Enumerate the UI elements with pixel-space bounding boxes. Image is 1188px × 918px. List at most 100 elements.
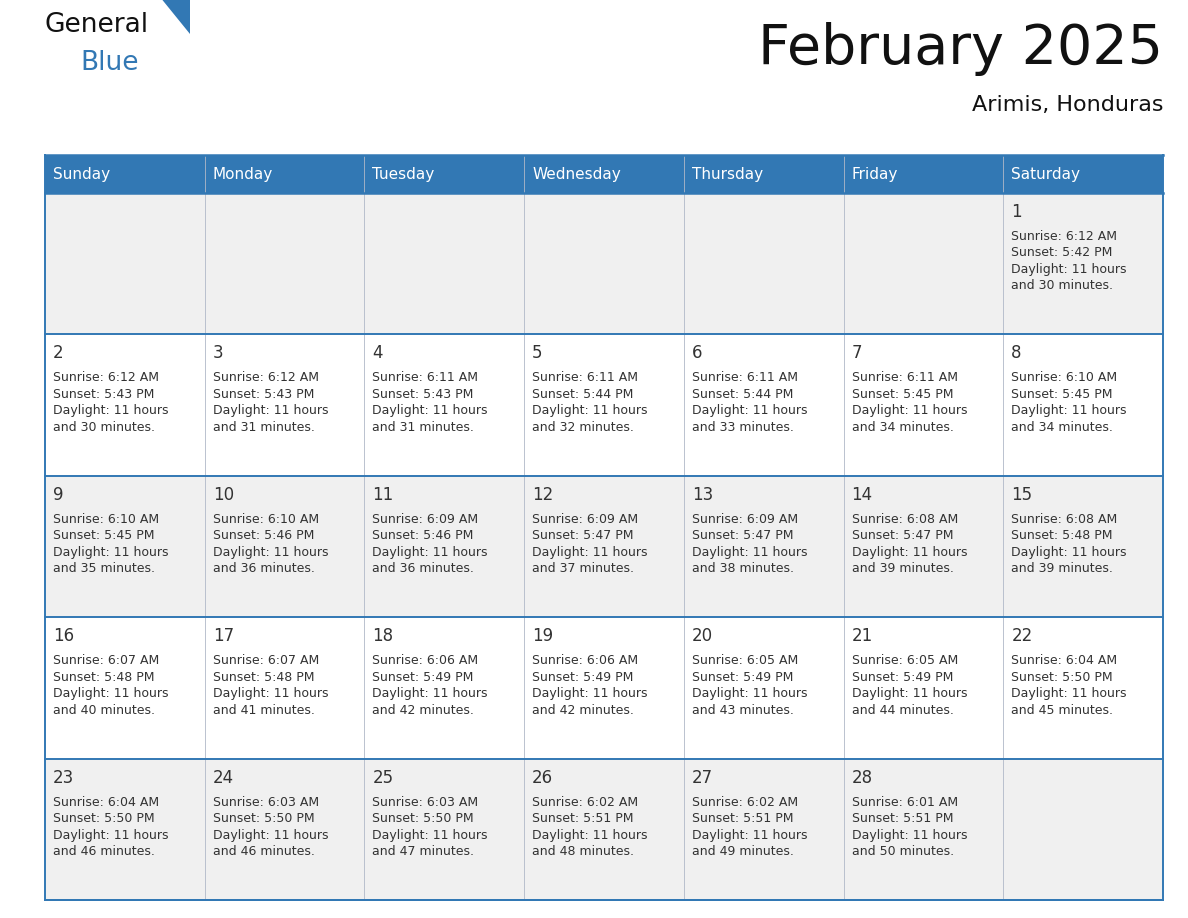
Text: Sunrise: 6:10 AM: Sunrise: 6:10 AM [213,513,318,526]
Polygon shape [160,0,190,34]
Bar [204,155,365,193]
Text: Sunrise: 6:12 AM: Sunrise: 6:12 AM [1011,230,1117,243]
Bar [204,476,365,617]
Bar [1004,476,1163,617]
Text: Daylight: 11 hours: Daylight: 11 hours [1011,546,1126,559]
Bar [45,334,204,476]
Text: 9: 9 [53,486,63,504]
Text: Sunset: 5:50 PM: Sunset: 5:50 PM [53,812,154,825]
Text: Sunset: 5:47 PM: Sunset: 5:47 PM [532,530,633,543]
Bar [843,193,1004,334]
Text: Daylight: 11 hours: Daylight: 11 hours [53,688,169,700]
Text: Sunrise: 6:08 AM: Sunrise: 6:08 AM [1011,513,1118,526]
Text: Daylight: 11 hours: Daylight: 11 hours [691,546,808,559]
Bar [843,617,1004,758]
Bar [204,334,365,476]
Text: and 43 minutes.: and 43 minutes. [691,704,794,717]
Text: and 38 minutes.: and 38 minutes. [691,563,794,576]
Text: and 31 minutes.: and 31 minutes. [213,420,315,434]
Text: and 34 minutes.: and 34 minutes. [852,420,954,434]
Text: Daylight: 11 hours: Daylight: 11 hours [532,688,647,700]
Text: 13: 13 [691,486,713,504]
Text: and 42 minutes.: and 42 minutes. [532,704,634,717]
Text: Sunset: 5:48 PM: Sunset: 5:48 PM [213,671,314,684]
Bar [524,758,684,900]
Text: and 47 minutes.: and 47 minutes. [372,845,474,858]
Text: Sunset: 5:49 PM: Sunset: 5:49 PM [852,671,953,684]
Text: Daylight: 11 hours: Daylight: 11 hours [372,546,488,559]
Text: Daylight: 11 hours: Daylight: 11 hours [852,829,967,842]
Text: 21: 21 [852,627,873,645]
Text: Sunset: 5:45 PM: Sunset: 5:45 PM [852,388,953,401]
Text: Sunset: 5:51 PM: Sunset: 5:51 PM [691,812,794,825]
Bar [365,617,524,758]
Text: and 40 minutes.: and 40 minutes. [53,704,154,717]
Bar [1004,758,1163,900]
Text: Daylight: 11 hours: Daylight: 11 hours [691,688,808,700]
Text: 2: 2 [53,344,64,363]
Text: Sunset: 5:43 PM: Sunset: 5:43 PM [53,388,154,401]
Text: Daylight: 11 hours: Daylight: 11 hours [532,829,647,842]
Text: Sunrise: 6:03 AM: Sunrise: 6:03 AM [372,796,479,809]
Text: Sunrise: 6:02 AM: Sunrise: 6:02 AM [532,796,638,809]
Text: and 36 minutes.: and 36 minutes. [372,563,474,576]
Text: Sunrise: 6:12 AM: Sunrise: 6:12 AM [213,372,318,385]
Text: 12: 12 [532,486,554,504]
Bar [524,334,684,476]
Text: Blue: Blue [80,50,139,76]
Text: Sunset: 5:44 PM: Sunset: 5:44 PM [532,388,633,401]
Bar [45,758,204,900]
Text: Sunset: 5:49 PM: Sunset: 5:49 PM [372,671,474,684]
Text: Daylight: 11 hours: Daylight: 11 hours [691,829,808,842]
Text: Arimis, Honduras: Arimis, Honduras [972,95,1163,115]
Text: 6: 6 [691,344,702,363]
Bar [684,193,843,334]
Text: Daylight: 11 hours: Daylight: 11 hours [53,546,169,559]
Text: and 37 minutes.: and 37 minutes. [532,563,634,576]
Bar [684,334,843,476]
Text: and 36 minutes.: and 36 minutes. [213,563,315,576]
Text: Sunrise: 6:11 AM: Sunrise: 6:11 AM [532,372,638,385]
Text: and 32 minutes.: and 32 minutes. [532,420,634,434]
Bar [843,758,1004,900]
Text: Thursday: Thursday [691,166,763,182]
Text: and 41 minutes.: and 41 minutes. [213,704,315,717]
Text: 5: 5 [532,344,543,363]
Bar [365,476,524,617]
Text: Sunday: Sunday [53,166,110,182]
Text: Daylight: 11 hours: Daylight: 11 hours [372,405,488,418]
Text: Sunrise: 6:11 AM: Sunrise: 6:11 AM [852,372,958,385]
Text: Daylight: 11 hours: Daylight: 11 hours [852,405,967,418]
Text: Sunrise: 6:11 AM: Sunrise: 6:11 AM [372,372,479,385]
Text: 18: 18 [372,627,393,645]
Text: Sunrise: 6:09 AM: Sunrise: 6:09 AM [691,513,798,526]
Bar [1004,193,1163,334]
Text: and 50 minutes.: and 50 minutes. [852,845,954,858]
Bar [684,476,843,617]
Text: Sunrise: 6:10 AM: Sunrise: 6:10 AM [53,513,159,526]
Text: 17: 17 [213,627,234,645]
Text: and 30 minutes.: and 30 minutes. [53,420,154,434]
Text: Daylight: 11 hours: Daylight: 11 hours [852,688,967,700]
Bar [843,334,1004,476]
Text: Sunset: 5:50 PM: Sunset: 5:50 PM [372,812,474,825]
Bar [365,758,524,900]
Bar [524,193,684,334]
Text: Sunrise: 6:09 AM: Sunrise: 6:09 AM [532,513,638,526]
Bar [524,476,684,617]
Text: Sunset: 5:47 PM: Sunset: 5:47 PM [691,530,794,543]
Text: Sunset: 5:45 PM: Sunset: 5:45 PM [53,530,154,543]
Text: Sunrise: 6:08 AM: Sunrise: 6:08 AM [852,513,958,526]
Text: 8: 8 [1011,344,1022,363]
Text: Sunrise: 6:03 AM: Sunrise: 6:03 AM [213,796,318,809]
Text: and 31 minutes.: and 31 minutes. [372,420,474,434]
Text: 24: 24 [213,768,234,787]
Text: Daylight: 11 hours: Daylight: 11 hours [852,546,967,559]
Text: 3: 3 [213,344,223,363]
Bar [843,476,1004,617]
Text: Sunrise: 6:12 AM: Sunrise: 6:12 AM [53,372,159,385]
Text: Monday: Monday [213,166,273,182]
Text: 10: 10 [213,486,234,504]
Bar [524,617,684,758]
Text: Daylight: 11 hours: Daylight: 11 hours [213,546,328,559]
